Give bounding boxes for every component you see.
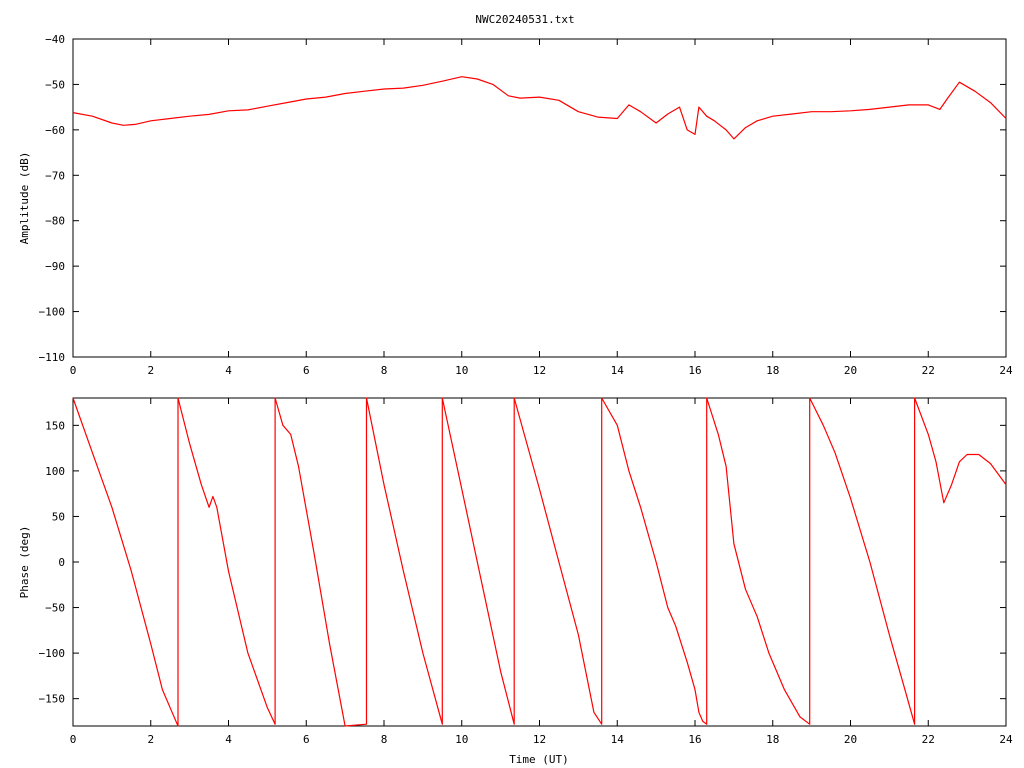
amplitude-x-tick-label: 20: [844, 364, 857, 377]
amplitude-y-tick-label: −60: [45, 124, 65, 137]
amplitude-x-tick-label: 12: [533, 364, 546, 377]
phase-series: [72, 397, 1007, 727]
x-axis-label: Time (UT): [509, 753, 569, 766]
phase-axis-ticks: 0 2 4 6 8 10 12 14 16 18 20 22 24150100500−50−100−15…: [39, 398, 1013, 746]
phase-x-tick-label: 10: [455, 733, 468, 746]
amplitude-y-tick-label: −50: [45, 78, 65, 91]
phase-axis-label: Phase (deg): [18, 526, 31, 599]
amplitude-x-tick-label: 6: [303, 364, 310, 377]
amplitude-y-tick-label: −100: [39, 306, 66, 319]
phase-x-tick-label: 6: [303, 733, 310, 746]
phase-y-tick-label: 100: [45, 465, 65, 478]
phase-x-tick-label: 2: [147, 733, 154, 746]
amplitude-x-tick-label: 4: [225, 364, 232, 377]
phase-y-tick-label: 150: [45, 419, 65, 432]
phase-plot-frame: [72, 397, 1007, 727]
phase-x-tick-label: 16: [688, 733, 701, 746]
amplitude-x-tick-label: 2: [147, 364, 154, 377]
amplitude-y-tick-label: −80: [45, 215, 65, 228]
amplitude-panel: 0 2 4 6 8 10 12 14 16 18 20 22 24−40−50−60−70−80−90−…: [18, 33, 1013, 377]
amplitude-x-tick-label: 0: [70, 364, 77, 377]
amplitude-y-tick-label: −40: [45, 33, 65, 46]
amplitude-x-tick-label: 14: [611, 364, 625, 377]
phase-y-tick-label: 50: [52, 510, 65, 523]
phase-y-tick-label: −150: [39, 693, 66, 706]
amplitude-x-tick-label: 24: [999, 364, 1013, 377]
phase-x-tick-label: 8: [381, 733, 388, 746]
phase-y-tick-label: −50: [45, 602, 65, 615]
amplitude-x-tick-label: 18: [766, 364, 779, 377]
amplitude-series: [72, 76, 1007, 140]
phase-series-line: [72, 397, 1007, 727]
phase-x-tick-label: 0: [70, 733, 77, 746]
phase-panel: 0 2 4 6 8 10 12 14 16 18 20 22 24150100500−50−100−15…: [18, 397, 1013, 766]
amplitude-axis-label: Amplitude (dB): [18, 152, 31, 245]
phase-x-tick-label: 20: [844, 733, 857, 746]
amplitude-x-tick-label: 8: [381, 364, 388, 377]
amplitude-x-tick-label: 10: [455, 364, 468, 377]
amplitude-axis-ticks: 0 2 4 6 8 10 12 14 16 18 20 22 24−40−50−60−70−80−90−…: [39, 33, 1013, 377]
amplitude-y-tick-label: −70: [45, 169, 65, 182]
phase-x-tick-label: 4: [225, 733, 232, 746]
chart-title: NWC20240531.txt: [475, 13, 574, 26]
amplitude-x-tick-label: 22: [922, 364, 935, 377]
amplitude-y-tick-label: −110: [39, 351, 66, 364]
amplitude-series-line: [72, 76, 1007, 140]
phase-x-tick-label: 14: [611, 733, 625, 746]
amplitude-x-tick-label: 16: [688, 364, 701, 377]
amplitude-plot-frame: [72, 38, 1007, 358]
phase-x-tick-label: 18: [766, 733, 779, 746]
phase-x-tick-label: 24: [999, 733, 1013, 746]
phase-y-tick-label: −100: [39, 647, 66, 660]
phase-x-tick-label: 22: [922, 733, 935, 746]
phase-x-tick-label: 12: [533, 733, 546, 746]
amplitude-y-tick-label: −90: [45, 260, 65, 273]
phase-y-tick-label: 0: [58, 556, 65, 569]
